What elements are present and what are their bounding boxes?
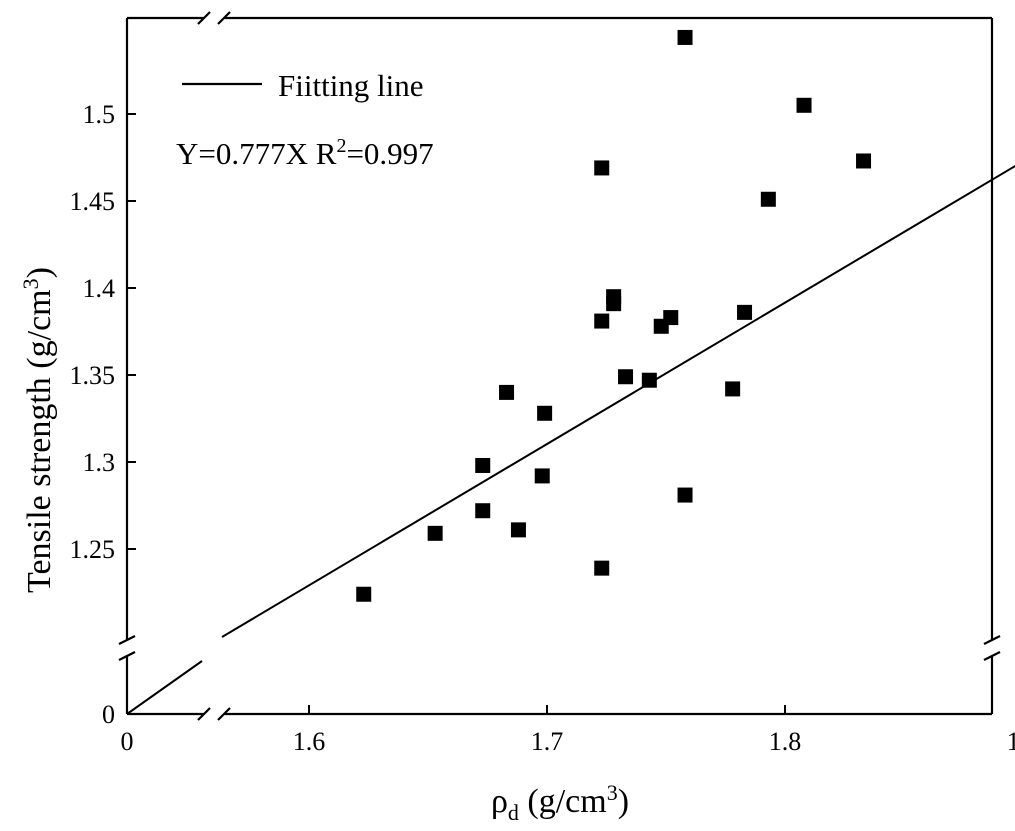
scatter-point — [677, 487, 693, 503]
axis-breaks — [118, 11, 1001, 721]
y-tick-label: 1.4 — [83, 274, 116, 303]
y-title-superscript: 3 — [18, 278, 43, 289]
x-axis-ticks: 1.61.71.81.920 — [121, 705, 1015, 756]
x-tick-label: 1.6 — [293, 727, 326, 756]
x-title-superscript: 3 — [607, 780, 618, 805]
x-break-mark — [217, 707, 231, 721]
legend: Fiitting line — [182, 68, 424, 103]
y-title-main: Tensile strength (g/cm — [21, 289, 58, 593]
scatter-point — [537, 405, 553, 421]
y-tick-label: 1.25 — [70, 535, 116, 564]
fit-line — [126, 164, 1015, 715]
scatter-point — [594, 313, 610, 329]
y-axis-title: Tensile strength (g/cm3) — [18, 267, 58, 593]
scatter-point — [677, 29, 693, 45]
y-break-mark — [118, 635, 136, 645]
x-title-units: (g/cm — [519, 783, 607, 820]
x-tick-label-zero: 0 — [121, 727, 134, 756]
scatter-point — [594, 160, 610, 176]
y-break-mark — [118, 651, 136, 661]
x-tick-label: 1.9 — [1007, 727, 1015, 756]
data-points — [356, 29, 872, 602]
fit-line-main-segment — [221, 164, 1015, 638]
scatter-point — [663, 310, 679, 326]
y-tick-label: 1.35 — [70, 361, 116, 390]
fit-line-lower-segment — [126, 660, 203, 715]
scatter-point — [725, 381, 741, 397]
x-tick-label: 1.7 — [531, 727, 564, 756]
y-break-mark — [983, 651, 1001, 661]
scatter-point — [427, 525, 443, 541]
y-axis-ticks: 1.25 1.3 1.35 1.4 1.45 1.5 0 — [70, 100, 136, 729]
fit-equation: Y=0.777X R2=0.997 — [176, 135, 434, 171]
scatter-point — [641, 372, 657, 388]
y-tick-label: 1.45 — [70, 187, 116, 216]
x-title-close: ) — [618, 783, 629, 820]
scatter-point — [796, 97, 812, 113]
scatter-point — [618, 369, 634, 385]
x-title-symbol: ρ — [491, 783, 508, 820]
y-title-close: ) — [21, 267, 58, 278]
scatter-point — [534, 468, 550, 484]
scatter-point — [594, 560, 610, 576]
scatter-point — [475, 457, 491, 473]
scatter-point — [737, 304, 753, 320]
legend-label: Fiitting line — [278, 68, 424, 103]
x-tick-label: 1.8 — [769, 727, 802, 756]
equation-suffix: =0.997 — [346, 136, 433, 171]
x-axis-title: ρd (g/cm3) — [491, 780, 629, 825]
scatter-point — [499, 384, 515, 400]
scatter-point — [606, 289, 622, 305]
scatter-point — [760, 191, 776, 207]
scatter-point — [356, 586, 372, 602]
y-tick-label: 1.5 — [83, 100, 116, 129]
equation-superscript: 2 — [336, 135, 346, 157]
x-break-mark — [197, 11, 211, 25]
scatter-point — [856, 153, 872, 169]
x-break-mark — [197, 707, 211, 721]
y-break-mark — [983, 635, 1001, 645]
scatter-point — [510, 522, 526, 538]
y-tick-label-zero: 0 — [102, 700, 115, 729]
plot-frame — [125, 16, 994, 716]
equation-prefix: Y=0.777X R — [176, 136, 337, 171]
x-title-subscript: d — [508, 800, 519, 825]
scatter-point — [475, 503, 491, 519]
y-tick-label: 1.3 — [83, 448, 116, 477]
x-break-mark — [217, 11, 231, 25]
